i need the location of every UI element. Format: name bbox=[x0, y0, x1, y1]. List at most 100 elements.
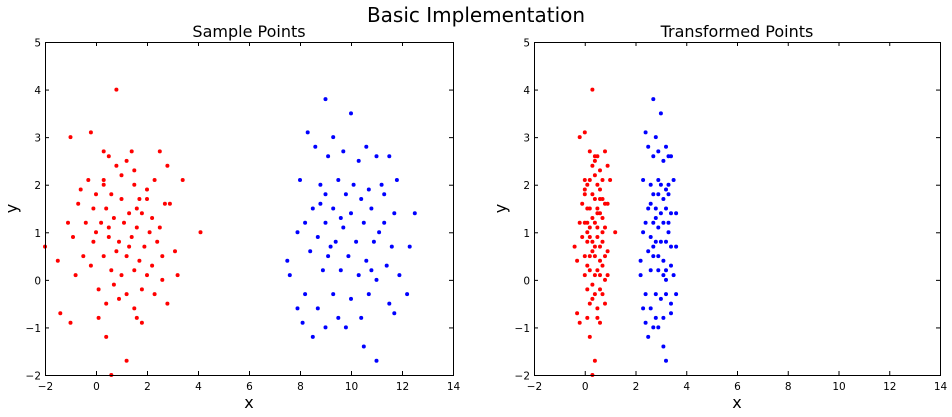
chart-1-series-0-point-63 bbox=[585, 287, 590, 292]
chart-0-xtick-label-5: 8 bbox=[297, 381, 304, 393]
chart-0-series-0-point-22 bbox=[145, 197, 149, 201]
chart-1-series-1-point-11 bbox=[641, 178, 646, 182]
chart-0-xtick-label-1: 0 bbox=[93, 381, 100, 393]
chart-1-series-1-point-7 bbox=[651, 154, 656, 159]
chart-0-series-0-point-21 bbox=[137, 197, 142, 201]
chart-1-series-1-point-39 bbox=[646, 249, 651, 254]
chart-0-series-0-point-32 bbox=[83, 220, 88, 225]
chart-0-series-0-point-64 bbox=[111, 282, 116, 287]
chart-1-series-1-point-18 bbox=[656, 192, 661, 197]
chart-0-series-1-point-1 bbox=[349, 111, 353, 116]
chart-0-series-0-point-3 bbox=[101, 149, 106, 154]
chart-1-series-0-point-47 bbox=[613, 230, 618, 235]
chart-0-ytick-label-2: 0 bbox=[34, 275, 41, 287]
chart-1-series-0-point-0 bbox=[590, 87, 595, 92]
chart-1-series-0-point-86 bbox=[595, 206, 600, 211]
chart-0-series-1-point-71 bbox=[382, 220, 387, 225]
chart-0-series-1-point-42 bbox=[364, 258, 369, 263]
chart-1-series-1-point-33 bbox=[648, 235, 653, 239]
chart-1-ylabel: y bbox=[491, 204, 510, 213]
chart-1-series-1-point-32 bbox=[641, 230, 646, 235]
chart-1-series-0-point-53 bbox=[592, 254, 597, 259]
chart-0-ytick-label-4: 2 bbox=[34, 180, 41, 192]
chart-0-series-0-point-80 bbox=[73, 273, 78, 278]
chart-1-axes-frame bbox=[534, 42, 941, 376]
chart-1-series-1-point-49 bbox=[664, 277, 668, 282]
chart-1-series-1-point-67 bbox=[664, 358, 668, 363]
chart-0-series-1-point-21 bbox=[310, 206, 315, 211]
chart-1-series-0-point-30 bbox=[605, 201, 610, 206]
chart-1-series-1-point-58 bbox=[648, 306, 653, 311]
chart-1-series-0-point-69 bbox=[590, 296, 595, 301]
chart-1-series-0-point-60 bbox=[598, 273, 602, 278]
chart-1-series-1-point-62 bbox=[643, 320, 648, 325]
chart-1-series-0-point-1 bbox=[582, 130, 587, 135]
chart-1-title: Transformed Points bbox=[660, 22, 814, 41]
chart-0-series-1-point-56 bbox=[405, 292, 410, 297]
chart-0-series-1-point-43 bbox=[384, 263, 389, 268]
chart-1-series-0-point-24 bbox=[580, 201, 585, 206]
chart-1-series-0-point-87 bbox=[587, 225, 592, 230]
chart-0-series-0-point-49 bbox=[55, 258, 60, 263]
chart-0-series-1-point-40 bbox=[326, 254, 331, 259]
chart-0-series-1-point-35 bbox=[354, 239, 359, 244]
chart-0-series-0-point-37 bbox=[147, 230, 152, 235]
chart-0-series-1-point-32 bbox=[295, 230, 300, 235]
chart-0-series-1-point-24 bbox=[369, 206, 374, 211]
chart-1-series-1-point-37 bbox=[669, 244, 673, 249]
chart-1-xtick-label-2: 2 bbox=[633, 381, 640, 393]
chart-0-series-0-point-33 bbox=[99, 220, 104, 225]
chart-1-series-1-point-65 bbox=[656, 325, 661, 330]
chart-0-xtick-label-6: 10 bbox=[345, 381, 358, 393]
chart-0-series-1-point-0 bbox=[323, 97, 328, 102]
chart-1-series-0-point-33 bbox=[585, 220, 590, 225]
chart-1-series-0-point-84 bbox=[585, 230, 590, 235]
chart-1-series-1-point-52 bbox=[653, 292, 658, 297]
chart-1-series-1-point-40 bbox=[651, 254, 656, 259]
chart-1-series-1-point-72 bbox=[651, 244, 656, 249]
chart-0-series-1-point-14 bbox=[351, 182, 356, 187]
chart-1-ytick-label-4: 2 bbox=[523, 180, 530, 192]
chart-1-series-0-point-62 bbox=[605, 273, 610, 278]
chart-1-series-1-point-5 bbox=[656, 149, 661, 154]
chart-0-series-0-point-55 bbox=[150, 263, 155, 268]
chart-0-series-1-point-33 bbox=[315, 235, 320, 239]
chart-1-series-1-point-24 bbox=[664, 206, 668, 211]
chart-1-series-0-point-16 bbox=[600, 178, 605, 182]
chart-1-series-0-point-11 bbox=[590, 163, 595, 168]
chart-1-series-1-point-59 bbox=[653, 315, 658, 320]
chart-1-series-0-point-6 bbox=[595, 154, 600, 159]
chart-0-series-0-point-8 bbox=[124, 158, 129, 163]
chart-0-series-1-point-46 bbox=[320, 268, 325, 273]
chart-0-series-0-point-87 bbox=[106, 225, 111, 230]
chart-1-series-0-point-59 bbox=[595, 268, 600, 273]
chart-1-series-1-point-15 bbox=[666, 182, 671, 187]
chart-1-series-1-point-0 bbox=[651, 97, 656, 102]
chart-0-series-0-point-78 bbox=[124, 358, 129, 363]
chart-1-series-1-point-21 bbox=[646, 206, 651, 211]
chart-0-series-1-point-12 bbox=[318, 182, 323, 187]
chart-0-series-0-point-74 bbox=[96, 315, 101, 320]
chart-1-series-1-point-46 bbox=[648, 268, 653, 273]
chart-0-series-1-point-25 bbox=[392, 211, 397, 216]
chart-1-xtick-label-7: 12 bbox=[883, 381, 896, 393]
chart-1-series-0-point-34 bbox=[590, 216, 595, 220]
chart-0-series-1-point-36 bbox=[371, 239, 376, 244]
chart-0-series-0-point-52 bbox=[114, 249, 119, 254]
chart-0-xlabel: x bbox=[244, 393, 253, 412]
chart-0-series-1-point-11 bbox=[298, 178, 302, 182]
chart-0-series-1-point-29 bbox=[341, 225, 346, 230]
chart-0-series-0-point-6 bbox=[129, 149, 134, 154]
chart-1-series-0-point-58 bbox=[592, 273, 597, 278]
chart-1-series-1 bbox=[638, 97, 679, 363]
chart-0-series-0-point-66 bbox=[139, 287, 144, 292]
chart-0-series-0-point-77 bbox=[104, 334, 109, 339]
chart-1-series-1-point-4 bbox=[646, 144, 651, 149]
chart-0-series-0-point-10 bbox=[165, 163, 170, 168]
chart-1-xlabel: x bbox=[732, 393, 741, 412]
chart-1-series-0-point-37 bbox=[600, 230, 605, 235]
chart-1-series-0-point-3 bbox=[587, 149, 592, 154]
chart-0-series-0-point-82 bbox=[160, 254, 165, 259]
chart-1-series-1-point-70 bbox=[664, 187, 668, 192]
chart-1-series-1-point-9 bbox=[669, 154, 673, 159]
